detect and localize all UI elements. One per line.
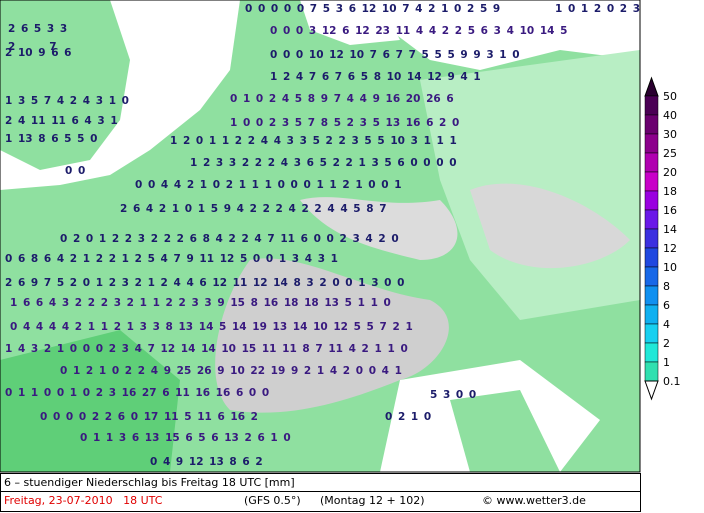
value-row: 1 6 6 4 3 2 2 2 3 2 1 1 2 2 3 3 9 15 8 1…: [10, 297, 391, 309]
legend-swatch: [644, 323, 659, 344]
footer-run: (Montag 12 + 102): [320, 494, 425, 507]
legend-swatch: [644, 152, 659, 173]
legend-swatch: [644, 304, 659, 325]
legend-arrow-bottom: [644, 380, 659, 401]
footer: 6 – stuendiger Niederschlag bis Freitag …: [0, 473, 641, 512]
legend-swatch: [644, 361, 659, 382]
value-row: 1 2 0 1 1 2 2 4 4 3 3 5 2 2 3 5 5 10 3 1…: [170, 135, 457, 147]
legend-label: 18: [663, 185, 677, 198]
value-row: 2 6 4 2 1 0 1 5 9 4 2 2 2 4 2 2 4 4 5 8 …: [120, 203, 387, 215]
legend-label: 30: [663, 128, 677, 141]
legend-label: 6: [663, 299, 670, 312]
value-row: 0 4 9 12 13 8 6 2: [150, 456, 263, 468]
legend-label: 1: [663, 356, 670, 369]
value-row: 2 6 9 7 5 2 0 1 2 3 2 1 2 4 4 6 12 11 12…: [5, 277, 404, 289]
map-background: [0, 0, 641, 473]
value-rows: 2 7 0 0 0 0 0 7 5 3 6 12 10 7 4 2 1 0 2 5…: [5, 3, 640, 468]
legend-swatch: [644, 285, 659, 306]
value-row: 0 4 4 4 4 2 1 1 2 1 3 3 8 13 14 5 14 19 …: [10, 321, 413, 333]
value-row: 0 6 8 6 4 2 1 2 2 1 2 5 4 7 9 11 12 5 0 …: [5, 253, 338, 265]
value-row: 0 2 0 1 2 2 3 2 2 2 6 8 4 2 2 4 7 11 6 0…: [60, 233, 399, 245]
value-row: 0 0 0 3 12 6 12 23 11 4 4 2 2 5 6 3 4 10…: [270, 25, 567, 37]
legend-swatch: [644, 228, 659, 249]
value-row: 1 2 4 7 6 7 6 5 8 10 14 12 9 4 1: [270, 71, 481, 83]
value-row: 0 1 0 2 4 5 8 9 7 4 4 9 16 20 26 6: [230, 93, 454, 105]
legend-arrow-top: [644, 76, 659, 97]
value-row: 1 3 5 7 4 2 4 3 1 0: [5, 95, 129, 107]
legend-swatch: [644, 171, 659, 192]
value-row: 0 0 0 0 2 2 6 0 17 11 5 11 6 16 2: [40, 411, 258, 423]
legend-swatch: [644, 190, 659, 211]
value-row: 0 1 2 1 0 2 2 4 9 25 26 9 10 22 19 9 2 1…: [60, 365, 402, 377]
legend-swatch: [644, 266, 659, 287]
value-row: 0 0 4 4 2 1 0 2 1 1 1 0 0 0 1 1 2 1 0 0 …: [135, 179, 402, 191]
value-row: 2 10 9 6 6: [5, 47, 71, 59]
footer-credit: © www.wetter3.de: [482, 494, 586, 507]
legend-label: 20: [663, 166, 677, 179]
legend-label: 40: [663, 109, 677, 122]
legend-swatch: [644, 209, 659, 230]
footer-date: Freitag, 23-07-2010 18 UTC: [4, 494, 163, 507]
legend-label: 16: [663, 204, 677, 217]
value-row: 0 1 1 0 0 1 0 2 3 16 27 6 11 16 16 6 0 0: [5, 387, 269, 399]
value-row: 1 0 0 2 3 5 7 8 5 2 3 5 13 16 6 2 0: [230, 117, 459, 129]
legend-swatch: [644, 114, 659, 135]
value-row: 0 2 1 0: [385, 411, 431, 423]
legend-label: 0.1: [663, 375, 681, 388]
legend-label: 8: [663, 280, 670, 293]
legend-label: 10: [663, 261, 677, 274]
value-row: 1 4 3 2 1 0 0 0 2 3 4 7 12 14 14 10 15 1…: [5, 343, 408, 355]
legend-label: 12: [663, 242, 677, 255]
legend-label: 4: [663, 318, 670, 331]
value-row: 1 13 8 6 5 5 0: [5, 133, 97, 145]
value-row: 0 0 0 10 12 10 7 6 7 7 5 5 5 9 9 3 1 0: [270, 49, 520, 61]
footer-model: (GFS 0.5°): [244, 494, 301, 507]
legend-label: 25: [663, 147, 677, 160]
value-row: 2 4 11 11 6 4 3 1: [5, 115, 118, 127]
legend-swatch: [644, 95, 659, 116]
legend-label: 50: [663, 90, 677, 103]
value-row: 1 2 3 3 2 2 2 4 3 6 5 2 2 1 3 5 6 0 0 0 …: [190, 157, 457, 169]
value-row: 2 6 5 3 3: [8, 23, 67, 35]
legend-swatch: [644, 247, 659, 268]
value-row: 0 0: [65, 165, 85, 177]
value-row: 1 0 1 2 0 2 3: [555, 3, 640, 15]
legend-label: 2: [663, 337, 670, 350]
value-row: 0 0 0 0 0 7 5 3 6 12 10 7 4 2 1 0 2 5 9: [245, 3, 500, 15]
legend-swatch: [644, 133, 659, 154]
legend-swatch: [644, 342, 659, 363]
legend-label: 14: [663, 223, 677, 236]
value-row: 0 1 1 3 6 13 15 6 5 6 13 2 6 1 0: [80, 432, 291, 444]
legend: 50 40 30 25 20 18 16 14 12 10 8 6 4 2 1 0.1: [644, 76, 681, 401]
value-row: 5 3 0 0: [430, 389, 476, 401]
footer-title: 6 – stuendiger Niederschlag bis Freitag …: [4, 476, 295, 489]
value-row: 2 7: [8, 41, 57, 53]
